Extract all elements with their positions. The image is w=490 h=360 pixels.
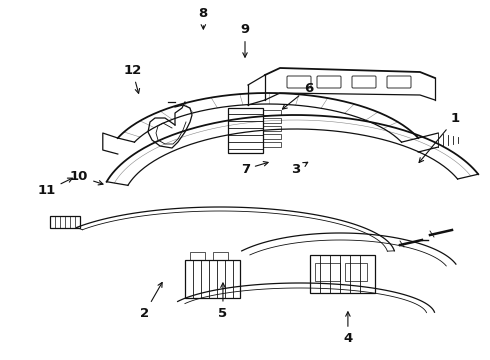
Bar — [263, 118, 281, 123]
Bar — [315, 263, 340, 281]
Text: 6: 6 — [282, 82, 313, 109]
Bar — [263, 142, 281, 147]
Bar — [310, 255, 375, 293]
Bar — [190, 252, 205, 260]
Bar — [50, 216, 80, 228]
Text: 10: 10 — [70, 170, 103, 185]
Text: 11: 11 — [37, 178, 73, 197]
Bar — [263, 110, 281, 115]
Bar — [263, 126, 281, 131]
Bar — [185, 260, 240, 298]
Text: 9: 9 — [241, 23, 249, 57]
Bar — [263, 134, 281, 139]
Bar — [213, 252, 228, 260]
Text: 7: 7 — [241, 162, 268, 176]
Text: 4: 4 — [343, 312, 352, 345]
Text: 8: 8 — [199, 7, 208, 29]
Text: 3: 3 — [292, 162, 308, 176]
Text: 12: 12 — [123, 64, 142, 93]
Bar — [345, 263, 367, 281]
Text: 2: 2 — [140, 283, 162, 320]
Text: 5: 5 — [219, 283, 227, 320]
Bar — [228, 108, 263, 153]
Text: 1: 1 — [419, 112, 460, 162]
